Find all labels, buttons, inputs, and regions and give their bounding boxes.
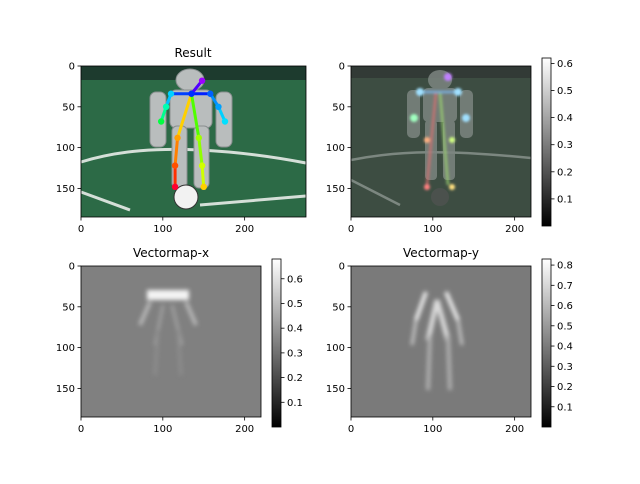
axis-ticks: 0 100 200 0 50 100 150 0 100 200 0 50 100 150 0.1 0.2 0.… — [56, 59, 573, 435]
y-tick-label: 150 — [56, 384, 75, 395]
y-tick-label: 50 — [62, 302, 75, 313]
colorbar-tick-label: 0.2 — [557, 382, 573, 393]
colorbar-vectormap-y — [541, 258, 552, 428]
pose-keypoint — [167, 90, 175, 97]
panel-overlay — [350, 65, 532, 218]
pose-limb — [200, 164, 206, 189]
y-tick-label: 100 — [326, 143, 345, 154]
vectormap-x-title: Vectormap-x — [133, 246, 209, 260]
pose-keypoint — [215, 103, 222, 111]
y-tick-label: 50 — [62, 102, 75, 113]
colorbar-tick-label: 0.4 — [287, 324, 303, 335]
y-tick-label: 100 — [56, 143, 75, 154]
result-axes-frame — [80, 65, 307, 218]
y-tick-label: 0 — [69, 262, 75, 273]
colorbar-tick-label: 0.5 — [557, 321, 573, 332]
x-tick-label: 0 — [78, 224, 84, 235]
x-tick-label: 0 — [348, 224, 354, 235]
colorbar-tick-label: 0.1 — [287, 398, 303, 409]
pose-keypoints — [157, 77, 229, 190]
colorbar-tick-label: 0.4 — [557, 342, 573, 353]
panel-vectormap-x — [80, 265, 262, 418]
x-tick-label: 100 — [423, 424, 442, 435]
colorbar-tick-label: 0.6 — [287, 274, 303, 285]
pose-keypoint — [162, 103, 170, 111]
y-tick-label: 50 — [332, 302, 345, 313]
y-tick-label: 0 — [69, 62, 75, 73]
pose-limb — [189, 92, 201, 140]
overlay-robot — [407, 70, 473, 180]
y-tick-label: 150 — [56, 184, 75, 195]
vectormap-y-pattern — [410, 291, 464, 391]
soccer-ball — [173, 184, 199, 210]
colorbar-tick-label: 0.6 — [557, 59, 573, 70]
colorbar-vectormap-x — [271, 258, 282, 428]
pose-keypoint — [174, 134, 181, 142]
vectormap-x-axes-frame — [80, 265, 262, 418]
colorbar-tick-label: 0.5 — [557, 86, 573, 97]
colorbar-tick-label: 0.3 — [557, 362, 573, 373]
x-tick-label: 100 — [153, 224, 172, 235]
colorbar-tick-label: 0.2 — [287, 373, 303, 384]
colorbar-tick-label: 0.5 — [287, 299, 303, 310]
y-tick-label: 100 — [56, 343, 75, 354]
colorbar-tick-label: 0.1 — [557, 402, 573, 413]
colorbar-tick-label: 0.7 — [557, 281, 573, 292]
y-tick-label: 150 — [326, 184, 345, 195]
x-tick-label: 100 — [423, 224, 442, 235]
x-tick-label: 100 — [153, 424, 172, 435]
vectormap-y-background — [351, 266, 531, 417]
colorbar-tick-label: 0.4 — [557, 113, 573, 124]
x-tick-label: 200 — [505, 224, 524, 235]
colorbar-vectormap-x-bar — [271, 258, 282, 428]
pose-keypoint — [157, 118, 165, 125]
colorbar-tick-label: 0.2 — [557, 167, 573, 178]
y-tick-label: 150 — [326, 384, 345, 395]
pose-limb — [176, 92, 193, 140]
colorbar-tick-label: 0.3 — [287, 348, 303, 359]
pose-keypoint — [198, 77, 206, 84]
x-tick-label: 0 — [78, 424, 84, 435]
x-tick-label: 0 — [348, 424, 354, 435]
pose-keypoint — [171, 162, 179, 169]
vectormap-y-axes-frame — [350, 265, 532, 418]
colorbar-tick-label: 0.6 — [557, 301, 573, 312]
x-tick-label: 200 — [505, 424, 524, 435]
pose-limb — [197, 136, 204, 168]
colorbar-tick-label: 0.8 — [557, 261, 573, 272]
colorbar-tick-label: 0.3 — [557, 140, 573, 151]
x-tick-label: 200 — [235, 424, 254, 435]
colorbar-vectormap-y-bar — [541, 258, 552, 428]
vectormap-x-background — [81, 266, 261, 417]
colorbar-tick-label: 0.1 — [557, 194, 573, 205]
vectormap-x-pattern — [138, 290, 198, 376]
pose-limb — [173, 136, 180, 168]
overlay-axes-frame — [350, 65, 532, 218]
panel-result — [80, 65, 307, 218]
pose-keypoint — [188, 90, 195, 97]
pose-keypoint — [198, 162, 206, 169]
overlay-ball — [431, 188, 449, 206]
pose-keypoint — [221, 118, 229, 125]
panel-vectormap-y — [350, 265, 532, 418]
result-title: Result — [174, 46, 211, 60]
pose-keypoint — [171, 183, 179, 190]
overlay-glow — [410, 73, 470, 190]
y-tick-label: 0 — [339, 262, 345, 273]
y-tick-label: 100 — [326, 343, 345, 354]
x-tick-label: 200 — [235, 224, 254, 235]
y-tick-label: 50 — [332, 102, 345, 113]
pose-keypoint — [207, 90, 214, 97]
vectormap-y-title: Vectormap-y — [403, 246, 479, 260]
pose-keypoint — [200, 183, 207, 190]
colorbar-overlay-bar — [541, 57, 552, 227]
colorbar-overlay — [541, 57, 552, 227]
pose-keypoint — [195, 134, 203, 142]
y-tick-label: 0 — [339, 62, 345, 73]
